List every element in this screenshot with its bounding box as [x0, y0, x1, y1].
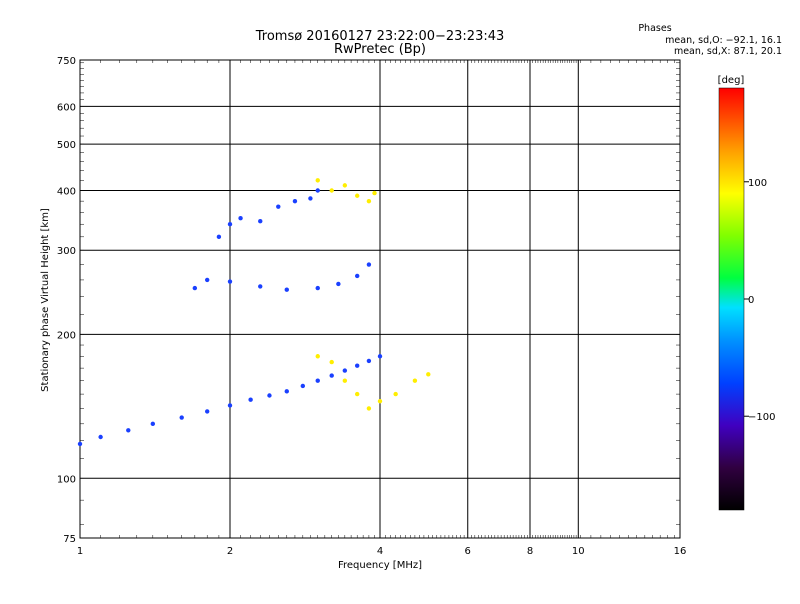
trace-point: [342, 368, 348, 373]
colorbar-ticks: 100 0 −100: [744, 178, 775, 423]
trace-point: [126, 428, 131, 433]
trace-point: [354, 273, 360, 279]
trace-point: [300, 383, 306, 389]
colorbar-label: [deg]: [718, 75, 745, 86]
colorbar-tick-label: 0: [748, 295, 754, 306]
y-tick-label: 750: [57, 56, 76, 67]
trace-point: [238, 216, 243, 221]
trace-point: [354, 391, 360, 397]
x-tick-label: 8: [527, 546, 533, 557]
y-tick-label: 300: [57, 246, 76, 257]
stats-x-mode: mean, sd,X: 87.1, 20.1: [674, 46, 782, 57]
chart-title-line2: RwPretec (Bp): [334, 42, 426, 57]
trace-point: [354, 193, 360, 198]
trace-point: [329, 373, 334, 378]
trace-point: [204, 409, 210, 414]
x-tick-label: 16: [674, 546, 687, 557]
trace-point: [329, 188, 334, 193]
y-tick-label: 600: [57, 102, 76, 113]
trace-point: [204, 277, 210, 283]
trace-point: [192, 285, 198, 291]
trace-point: [216, 234, 222, 240]
x-tick-label: 1: [77, 546, 83, 557]
trace-point: [77, 441, 83, 447]
stats-header: Phases: [638, 23, 671, 34]
trace-point: [315, 178, 320, 183]
y-tick-label: 500: [57, 140, 76, 151]
trace-point: [377, 354, 383, 359]
trace-point: [372, 190, 377, 196]
trace-point: [150, 421, 156, 427]
trace-point: [98, 434, 103, 440]
trace-point: [366, 198, 372, 204]
trace-point: [393, 391, 398, 397]
trace-point: [227, 222, 233, 227]
trace-point: [276, 204, 281, 209]
trace-point: [426, 372, 431, 377]
y-tick-label: 400: [57, 186, 76, 197]
trace-point: [366, 358, 372, 364]
x-tick-label: 10: [572, 546, 585, 557]
trace-point: [342, 183, 348, 188]
trace-point: [248, 397, 253, 402]
trace-point: [354, 363, 360, 368]
colorbar: [deg] 100 0 −100: [718, 75, 775, 511]
trace-point: [284, 389, 289, 394]
trace-point: [366, 406, 372, 411]
trace-point: [315, 188, 320, 193]
trace-point: [377, 398, 383, 404]
colorbar-tick-label: −100: [748, 412, 775, 423]
trace-point: [258, 219, 263, 224]
title-block: Tromsø 20160127 23:22:00−23:23:43 RwPret…: [255, 29, 505, 57]
trace-point: [329, 359, 334, 365]
trace-point: [342, 378, 348, 383]
trace-point: [292, 198, 298, 204]
x-tick-label: 4: [377, 546, 383, 557]
trace-point: [412, 378, 418, 383]
trace-point: [227, 279, 233, 284]
colorbar-gradient: [718, 87, 745, 511]
data-points: [77, 178, 431, 447]
colorbar-tick-label: 100: [748, 178, 767, 189]
grid-lines: [80, 60, 680, 538]
trace-point: [315, 354, 320, 359]
x-axis-label: Frequency [MHz]: [338, 560, 422, 571]
trace-point: [227, 403, 233, 408]
trace-point: [315, 378, 320, 383]
chart-title-line1: Tromsø 20160127 23:22:00−23:23:43: [255, 29, 505, 44]
trace-point: [258, 284, 263, 289]
stats-o-mode: mean, sd,O: −92.1, 16.1: [665, 35, 782, 46]
trace-point: [366, 262, 372, 267]
x-tick-label: 2: [227, 546, 233, 557]
phase-stats: Phases mean, sd,O: −92.1, 16.1 mean, sd,…: [638, 23, 782, 57]
trace-point: [315, 285, 320, 291]
trace-point: [179, 415, 184, 420]
trace-point: [308, 196, 313, 201]
trace-point: [336, 281, 341, 287]
x-tick-label: 6: [465, 546, 471, 557]
y-tick-label: 200: [57, 330, 76, 341]
trace-point: [267, 393, 272, 398]
y-tick-label: 100: [57, 474, 76, 485]
axis-ticks: 1 2 4 6 8 10 16 750 600 500 400 300 200 100 75: [57, 56, 686, 557]
y-tick-label: 75: [63, 534, 76, 545]
trace-point: [284, 287, 289, 292]
y-axis-label: Stationary phase Virtual Height [km]: [40, 208, 51, 392]
